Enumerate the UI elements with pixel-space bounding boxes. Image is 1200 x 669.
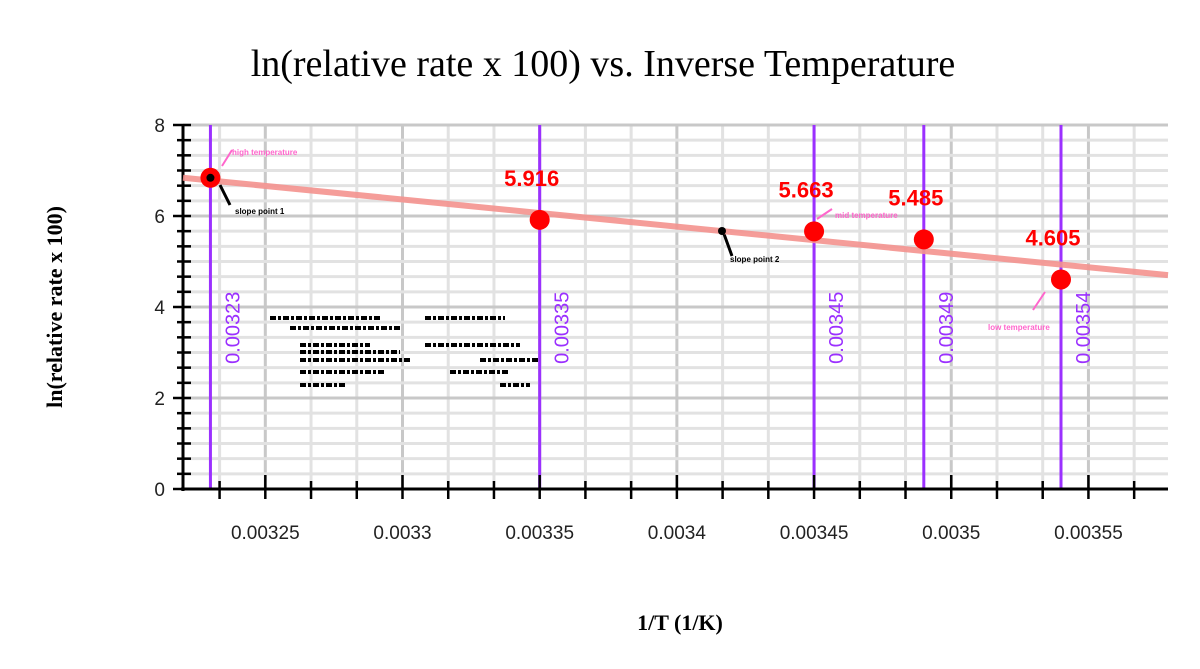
annotation-mid: mid temperature — [835, 211, 898, 220]
vertical-marker-label: 0.00354 — [1073, 292, 1095, 364]
y-tick-label: 6 — [154, 207, 165, 228]
y-axis-label: ln(relative rate x 100) — [42, 206, 67, 408]
slope-point-2-marker — [718, 227, 726, 235]
data-point — [804, 221, 825, 242]
trendline — [182, 174, 1169, 279]
x-tick-label: 0.0034 — [648, 523, 707, 544]
arrow-icon — [221, 149, 233, 167]
annotation-slope1: slope point 1 — [235, 207, 285, 216]
vertical-marker-label: 0.00323 — [222, 292, 244, 364]
x-tick-label: 0.0035 — [922, 523, 980, 544]
data-label: 4.605 — [1025, 225, 1080, 250]
x-tick-label: 0.00335 — [505, 523, 574, 544]
arrow-icon — [218, 184, 232, 206]
data-point — [913, 229, 934, 250]
x-tick-label: 0.00355 — [1054, 523, 1123, 544]
y-tick-label: 2 — [154, 389, 165, 410]
slope-point-1-marker — [206, 173, 215, 182]
vertical-marker-label: 0.00345 — [826, 292, 848, 364]
vertical-marker-label: 0.00335 — [552, 292, 574, 364]
data-label: 5.485 — [888, 185, 943, 210]
annotation-high: high temperature — [232, 148, 298, 157]
data-point — [529, 209, 550, 230]
x-axis-label: 1/T (1/K) — [637, 610, 723, 635]
y-tick-label: 0 — [154, 480, 165, 501]
annotation-low: low temperature — [988, 323, 1050, 332]
arrow-icon — [1032, 291, 1046, 311]
vertical-marker-label: 0.00349 — [936, 292, 958, 364]
x-tick-label: 0.00325 — [231, 523, 300, 544]
y-tick-label: 8 — [154, 116, 165, 137]
data-label: 5.916 — [504, 166, 559, 191]
annotation-slope2: slope point 2 — [730, 255, 780, 264]
chart-title: ln(relative rate x 100) vs. Inverse Temp… — [251, 43, 956, 85]
x-tick-label: 0.00345 — [780, 523, 849, 544]
x-tick-label: 0.0033 — [373, 523, 431, 544]
data-point — [1050, 269, 1071, 290]
y-tick-label: 4 — [154, 298, 165, 319]
data-label: 5.663 — [779, 177, 834, 202]
arrow-icon — [816, 208, 833, 220]
arrow-icon — [722, 233, 734, 257]
